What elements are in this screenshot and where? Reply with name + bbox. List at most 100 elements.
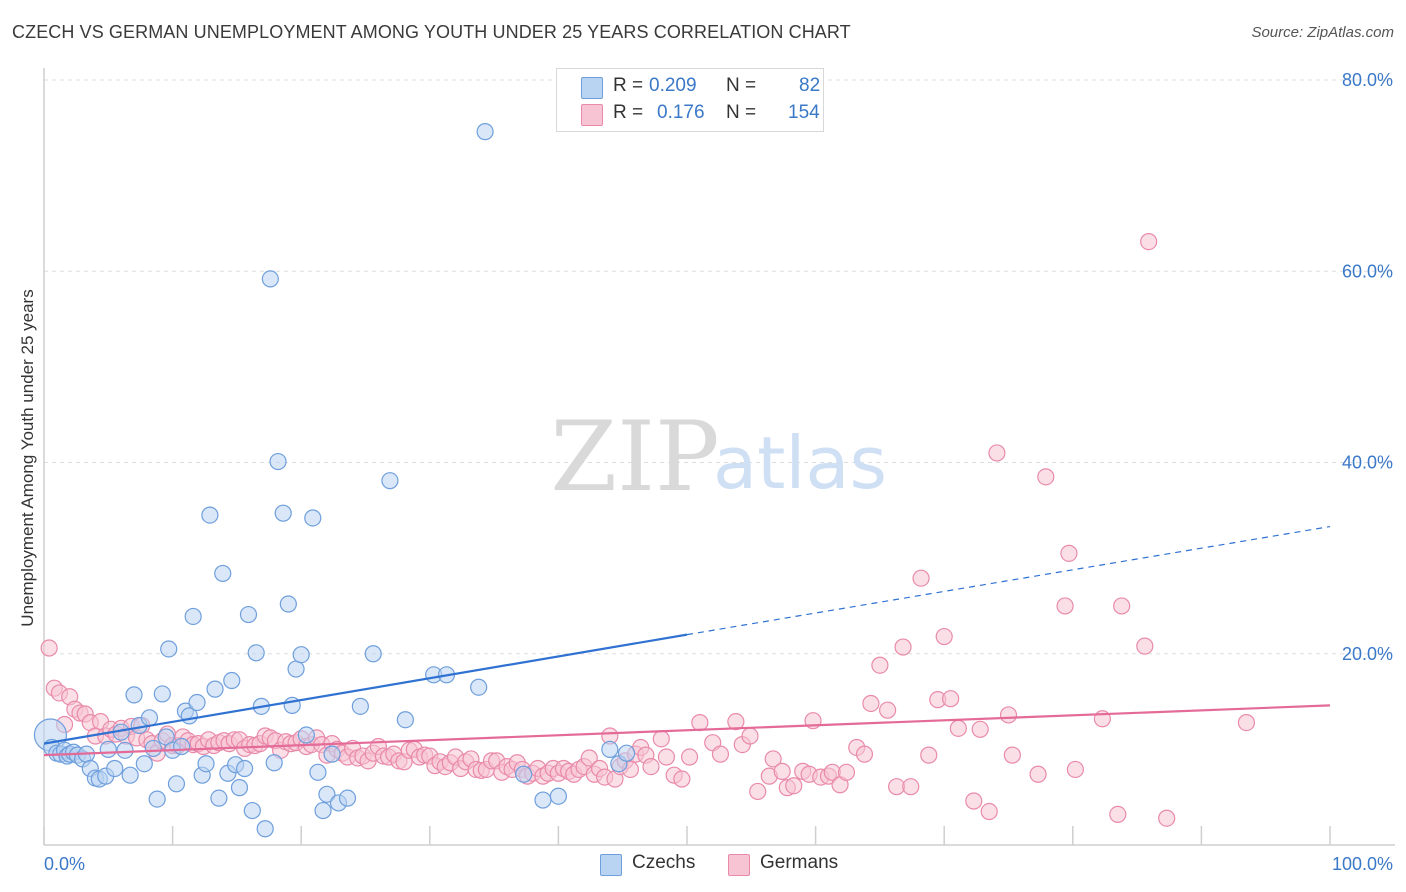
czech-point: [381, 472, 399, 490]
german-point: [1029, 765, 1047, 783]
german-r-label: R =: [613, 102, 644, 123]
czech-point: [201, 506, 219, 524]
y-tick-label: 40.0%: [1342, 453, 1393, 473]
czech-point: [144, 739, 162, 758]
czech-point: [140, 709, 159, 727]
y-axis-label: Unemployment Among Youth under 25 years: [18, 289, 37, 627]
czech-point: [549, 787, 568, 805]
czech-point: [515, 765, 533, 783]
german-point: [920, 746, 938, 764]
watermark-atlas: atlas: [713, 421, 887, 505]
czech-point: [153, 685, 171, 703]
czech-point: [470, 678, 488, 696]
x-tick-label: 100.0%: [1332, 854, 1393, 874]
german-point: [1158, 809, 1176, 827]
czech-point: [287, 660, 305, 678]
czech-point: [206, 680, 224, 698]
german-point: [879, 701, 897, 719]
german-point: [764, 750, 782, 768]
german-point: [652, 730, 670, 748]
german-point: [1140, 233, 1158, 251]
czech-point: [476, 123, 494, 141]
trend-lines: [43, 525, 1331, 757]
tick-labels: 20.0% 40.0% 60.0% 80.0% 0.0% 100.0%: [44, 70, 1393, 874]
czech-point: [396, 711, 414, 729]
german-point: [673, 770, 691, 788]
german-point: [773, 762, 791, 780]
czech-r-value: 0.209: [649, 75, 697, 96]
czech-point: [309, 763, 327, 781]
czech-point: [247, 644, 265, 662]
bottom-german-swatch: [728, 854, 750, 876]
german-point: [1113, 597, 1131, 615]
german-point: [949, 719, 967, 737]
czech-point: [214, 564, 232, 583]
czech-n-label: N =: [726, 75, 757, 96]
bottom-czech-label: Czechs: [632, 852, 696, 873]
german-trend-line: [43, 704, 1331, 757]
czech-point: [188, 693, 206, 712]
german-point: [657, 748, 676, 766]
czech-trend-line: [43, 633, 688, 745]
czech-point: [99, 740, 117, 758]
czech-point: [269, 452, 287, 471]
german-point: [965, 792, 983, 810]
czech-point: [210, 789, 228, 807]
data-points: [33, 123, 1256, 838]
czech-point: [230, 779, 249, 797]
german-point: [580, 749, 598, 767]
czech-point: [292, 646, 310, 664]
y-tick-label: 20.0%: [1342, 644, 1393, 664]
bottom-czech-swatch: [600, 854, 622, 876]
german-point: [999, 706, 1018, 724]
czech-swatch: [581, 77, 603, 99]
chart-title: CZECH VS GERMAN UNEMPLOYMENT AMONG YOUTH…: [12, 22, 851, 42]
german-point: [691, 713, 709, 732]
bottom-german-label: Germans: [760, 852, 839, 873]
czech-point: [351, 697, 369, 715]
czech-point: [243, 801, 261, 820]
german-point: [902, 778, 920, 796]
german-point: [1037, 468, 1055, 486]
czech-point: [106, 759, 124, 778]
y-tick-label: 80.0%: [1342, 70, 1393, 90]
german-point: [741, 727, 759, 745]
czech-point: [125, 686, 143, 704]
german-point: [785, 777, 803, 795]
x-tick-label: 0.0%: [44, 854, 85, 874]
czech-point: [135, 755, 153, 773]
czech-point: [323, 745, 341, 763]
german-point: [1060, 544, 1078, 562]
czech-point: [304, 509, 322, 527]
german-point: [1237, 713, 1256, 732]
czech-point: [534, 791, 552, 809]
german-point: [871, 656, 889, 674]
czech-point: [173, 737, 191, 756]
czech-point: [338, 789, 357, 807]
czech-point: [236, 759, 254, 778]
czech-point: [261, 270, 279, 288]
czech-point: [116, 741, 134, 759]
czech-point: [256, 820, 274, 838]
german-n-label: N =: [726, 102, 757, 123]
czech-n-value: 82: [799, 75, 821, 96]
czech-point: [364, 645, 382, 663]
source-label: Source: ZipAtlas.com: [1251, 24, 1394, 41]
german-point: [837, 763, 856, 781]
german-point: [642, 757, 660, 776]
czech-point: [184, 607, 202, 626]
german-swatch: [581, 104, 603, 126]
czech-point: [279, 595, 297, 613]
german-point: [1066, 760, 1084, 779]
czech-point: [148, 790, 166, 808]
czech-point: [318, 785, 336, 803]
czech-point: [160, 640, 178, 658]
german-point: [971, 720, 989, 738]
watermark: ZIP atlas: [550, 401, 887, 513]
gridlines: [44, 79, 1395, 655]
german-point: [980, 802, 998, 821]
german-point: [855, 745, 874, 763]
german-point: [894, 638, 912, 656]
german-n-value: 154: [788, 102, 820, 123]
